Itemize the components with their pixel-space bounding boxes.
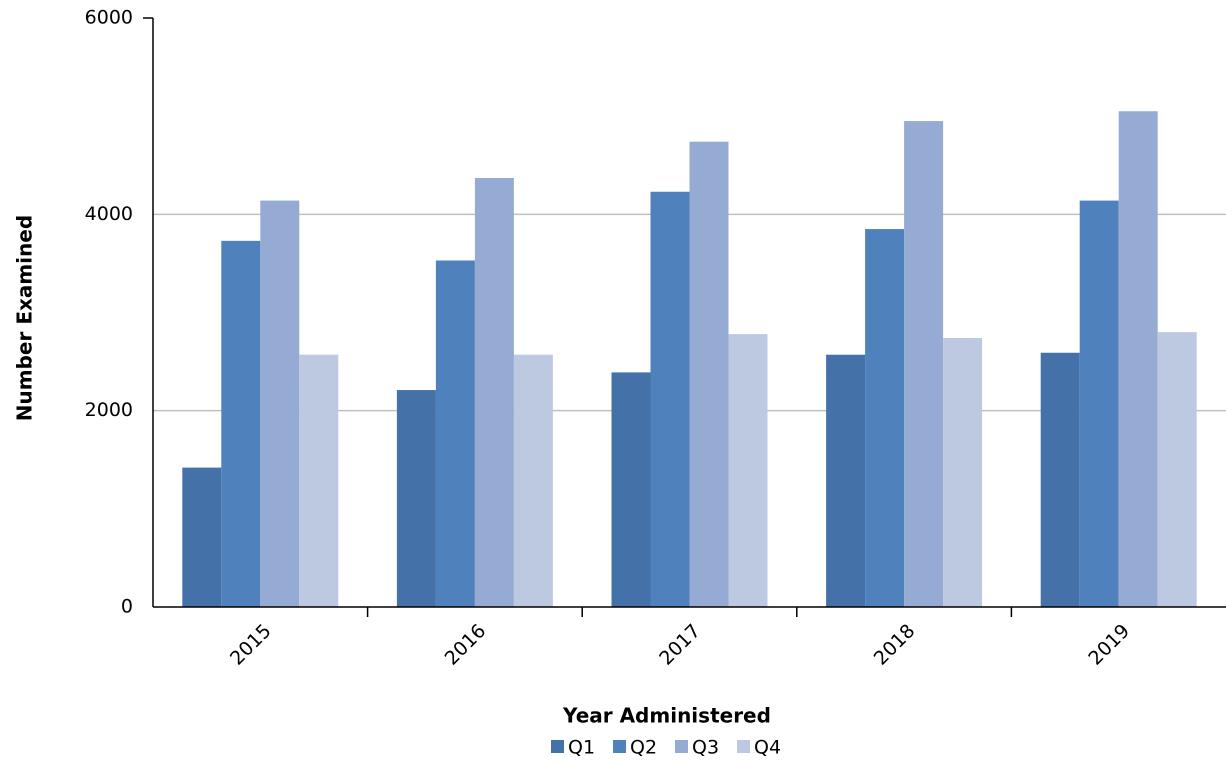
bar [904,121,944,607]
legend-swatch [737,740,750,753]
bar [728,334,768,607]
legend-swatch [551,740,564,753]
legend-label: Q1 [568,737,595,759]
y-tick-label: 6000 [85,7,133,29]
bar [1079,200,1119,607]
bar [260,200,300,607]
bar [221,240,261,608]
y-axis-title: Number Examined [13,215,37,421]
bar [865,229,905,607]
legend-label: Q4 [754,737,781,759]
x-tick-label: 2017 [655,620,705,670]
bar [689,141,729,607]
bar [1157,332,1197,607]
x-tick-label: 2015 [226,620,276,670]
bar [513,354,553,607]
bar [1040,352,1080,607]
bar [650,191,690,607]
legend-label: Q3 [692,737,719,759]
y-tick-label: 0 [121,596,133,618]
bar [299,354,339,607]
bar [611,372,651,607]
bar [1118,111,1158,607]
legend-swatch [613,740,626,753]
bar [182,467,222,607]
y-tick-label: 4000 [85,203,133,225]
legend-label: Q2 [630,737,657,759]
bar [943,338,983,607]
x-tick-label: 2018 [870,620,920,670]
bar [396,390,436,607]
bar [474,178,514,608]
bar [435,260,475,607]
x-tick-label: 2019 [1084,620,1134,670]
legend-swatch [675,740,688,753]
y-tick-label: 2000 [85,399,133,421]
x-tick-label: 2016 [441,620,491,670]
x-axis-title: Year Administered [562,704,771,728]
bar [826,354,866,607]
